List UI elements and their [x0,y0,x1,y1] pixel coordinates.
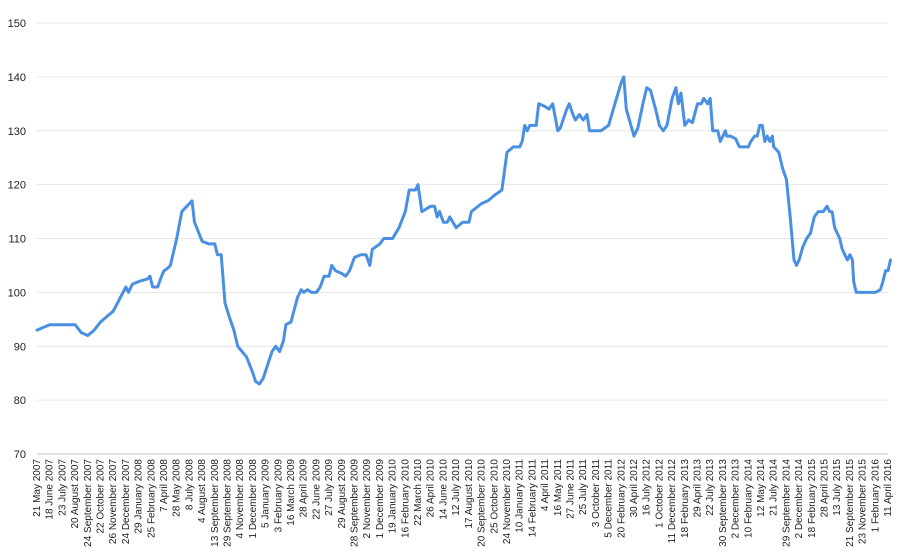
x-tick-label: 19 January 2010 [388,459,399,534]
x-tick-label: 28 April 2009 [299,459,310,518]
x-tick-label: 8 July 2008 [184,459,195,511]
x-tick-label: 27 June 2011 [565,459,576,519]
x-tick-label: 14 February 2011 [527,459,538,538]
x-tick-label: 28 April 2015 [819,459,830,518]
x-tick-label: 5 December 2011 [604,459,615,538]
x-tick-label: 18 February 2015 [807,459,818,538]
x-tick-label: 14 June 2010 [438,459,449,520]
x-tick-label: 29 August 2009 [337,459,348,529]
x-tick-label: 16 February 2010 [400,459,411,538]
x-tick-label: 21 September 2015 [845,459,856,547]
x-tick-label: 22 July 2013 [705,459,716,516]
x-tick-label: 3 February 2009 [273,459,284,533]
x-tick-label: 22 March 2010 [413,459,424,526]
x-tick-label: 12 July 2010 [451,459,462,516]
x-tick-label: 21 July 2014 [769,459,780,516]
x-tick-label: 1 December 2009 [375,459,386,539]
x-tick-label: 12 May 2014 [756,459,767,517]
x-tick-label: 16 May 2011 [553,459,564,517]
gridlines [37,22,888,455]
x-tick-label: 11 April 2016 [883,459,894,517]
x-tick-label: 10 January 2011 [515,459,526,533]
x-tick-label: 25 October 2010 [489,459,500,534]
series-layer [35,75,892,386]
x-tick-label: 2 December 2014 [794,459,805,539]
x-tick-label: 3 October 2011 [591,459,602,528]
x-tick-label: 22 June 2009 [311,459,322,520]
x-tick-label: 25 July 2011 [578,459,589,515]
y-tick-label: 90 [14,341,26,353]
y-tick-label: 120 [8,180,26,192]
x-tick-label: 20 August 2007 [70,459,81,529]
x-tick-label: 30 April 2012 [629,459,640,518]
y-tick-label: 130 [8,126,26,138]
x-tick-label: 13 September 2008 [210,459,221,547]
x-tick-label: 1 October 2012 [654,459,665,528]
x-tick-label: 21 May 2007 [32,459,43,517]
x-tick-label: 28 September 2009 [350,459,361,547]
x-tick-label: 25 February 2008 [146,459,157,538]
x-tick-label: 1 December 2008 [248,459,259,539]
x-tick-label: 20 September 2010 [477,459,488,547]
x-tick-label: 1 February 2016 [870,459,881,533]
x-tick-label: 24 September 2007 [83,459,94,547]
series-line [35,75,892,386]
x-tick-label: 23 November 2015 [858,459,869,544]
x-tick-label: 7 April 2008 [159,459,170,512]
x-tick-label: 27 July 2009 [324,459,335,516]
x-tick-label: 29 September 2008 [223,459,234,547]
x-tick-label: 10 February 2014 [743,459,754,538]
x-tick-label: 28 May 2008 [172,459,183,517]
x-tick-label: 4 August 2008 [197,459,208,523]
x-tick-label: 2 November 2009 [362,459,373,539]
y-tick-label: 80 [14,395,26,407]
y-tick-label: 110 [8,234,26,246]
x-tick-label: 26 November 2007 [108,459,119,544]
x-tick-label: 11 December 2012 [667,459,678,544]
y-tick-label: 140 [8,72,26,84]
x-tick-label: 29 April 2013 [692,459,703,518]
x-tick-label: 20 February 2012 [616,459,627,538]
y-axis-ticks: 70 80 90 100 110 120 130 140 150 [8,18,26,461]
x-tick-label: 24 November 2010 [502,459,513,544]
x-tick-label: 5 January 2009 [261,459,272,528]
x-tick-label: 26 April 2010 [426,459,437,518]
x-axis-ticks: 21 May 2007 18 June 2007 23 July 2007 20 Au… [32,459,894,547]
x-tick-label: 23 July 2007 [57,459,68,516]
x-tick-label: 17 August 2010 [464,459,475,529]
x-tick-label: 29 September 2014 [781,459,792,547]
x-tick-label: 18 June 2007 [45,459,56,520]
x-tick-label: 4 April 2011 [540,459,551,512]
x-tick-label: 30 September 2013 [718,459,729,547]
y-tick-label: 100 [8,287,26,299]
x-tick-label: 18 February 2013 [680,459,691,538]
y-tick-label: 70 [14,449,26,461]
x-tick-label: 22 October 2007 [96,459,107,534]
x-tick-label: 24 December 2007 [121,459,132,544]
x-tick-label: 2 December 2013 [731,459,742,539]
y-tick-label: 150 [8,18,26,30]
x-tick-label: 4 November 2008 [235,459,246,539]
x-tick-label: 13 July 2015 [832,459,843,516]
x-tick-label: 29 January 2008 [134,459,145,534]
x-tick-label: 16 July 2012 [642,459,653,516]
x-tick-label: 16 March 2009 [286,459,297,526]
